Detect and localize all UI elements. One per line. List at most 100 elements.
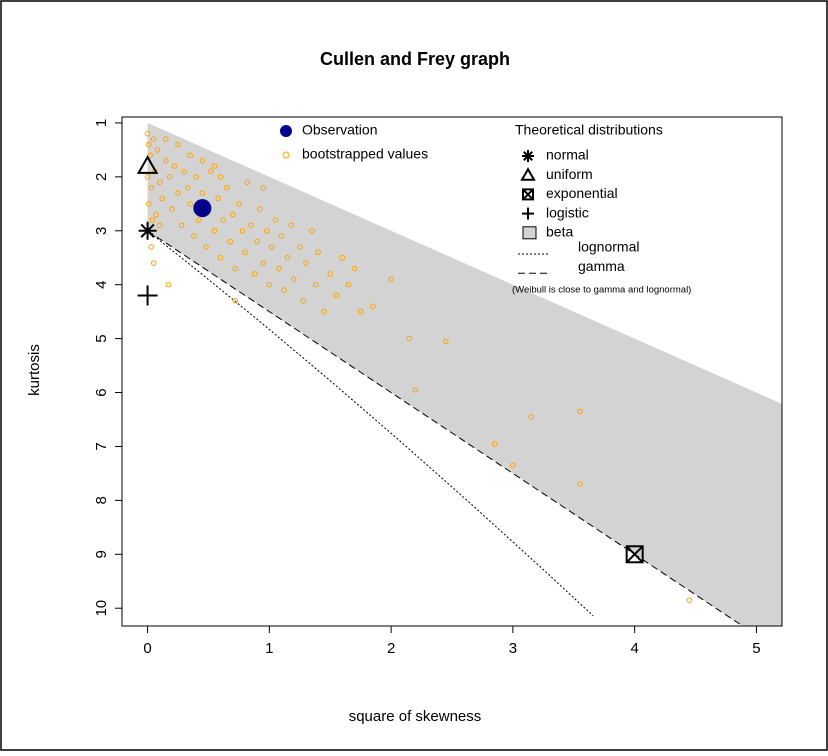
dot: [154, 147, 161, 153]
dot: [215, 195, 221, 202]
dot: [236, 201, 242, 207]
y-axis-title: kurtosis: [26, 344, 43, 396]
open-circle-marker: [315, 249, 321, 256]
dot: [208, 168, 214, 175]
dot: [159, 195, 165, 202]
dot: [156, 222, 163, 229]
y-tick-label: 2: [93, 173, 110, 181]
dot: [178, 222, 185, 229]
open-circle-marker: [232, 298, 239, 304]
open-circle-marker: [281, 287, 287, 293]
legend-title: Theoretical distributions: [515, 122, 663, 138]
open-circle-marker: [148, 184, 155, 191]
x-tick-label: 2: [387, 640, 395, 657]
y-tick-label: 3: [93, 227, 110, 235]
dot: [171, 163, 178, 169]
open-circle-marker: [577, 408, 583, 415]
triangle-marker: [520, 167, 536, 181]
legend-note: (Weibull is close to gamma and lognormal…: [512, 285, 691, 296]
dot: [230, 211, 236, 218]
open-circle-marker: [351, 265, 358, 272]
dot: [284, 254, 291, 261]
open-circle-marker: [193, 174, 200, 180]
shape: [522, 188, 534, 201]
open-circle-marker: [321, 308, 327, 315]
open-circle-marker: [223, 184, 230, 191]
shape: [136, 155, 159, 174]
dot: [406, 335, 413, 342]
dot: [443, 338, 449, 345]
open-circle-marker: [345, 281, 352, 288]
dot: [239, 227, 246, 234]
open-circle-marker: [169, 206, 175, 213]
open-circle-marker: [175, 141, 181, 148]
x-tick-label: 3: [509, 640, 517, 657]
open-circle-marker: [282, 151, 290, 159]
stroke: [523, 151, 533, 161]
open-circle-marker: [357, 308, 364, 315]
dashed-line: [147, 230, 744, 626]
open-circle-marker: [187, 152, 193, 159]
open-circle-marker: [220, 217, 226, 223]
open-circle-marker: [406, 335, 413, 342]
dot: [266, 281, 273, 288]
x-tick-label: 1: [265, 640, 273, 657]
open-circle-marker: [303, 260, 309, 266]
dot: [184, 184, 191, 191]
dot: [339, 254, 346, 261]
dot: [150, 136, 157, 142]
dot: [278, 233, 285, 239]
dot: [242, 249, 248, 256]
open-circle-marker: [528, 413, 534, 420]
dot: [147, 152, 153, 159]
dot: [187, 152, 193, 159]
dot: [149, 217, 156, 223]
dot: [153, 211, 159, 218]
open-circle-marker: [165, 281, 172, 288]
dot: [264, 227, 270, 234]
open-circle-marker: [149, 217, 156, 223]
open-circle-marker: [242, 249, 248, 256]
open-circle-marker: [148, 244, 155, 250]
dot: [187, 201, 193, 207]
y-tick-label: 8: [93, 496, 110, 504]
dot: [145, 141, 152, 148]
open-circle-marker: [147, 152, 153, 159]
dot: [296, 244, 303, 250]
dot: [256, 206, 263, 213]
dot: [254, 238, 260, 245]
open-circle-marker: [290, 276, 297, 283]
dot: [276, 265, 282, 272]
open-circle-marker: [211, 227, 218, 234]
legend: Observation bootstrapped values Theoretica…: [280, 122, 691, 296]
dot: [145, 201, 152, 207]
dot: [388, 276, 394, 283]
dot: [327, 271, 334, 277]
dot: [217, 174, 224, 180]
open-circle-marker: [232, 265, 239, 272]
dot: [321, 308, 327, 315]
open-circle-marker: [153, 211, 159, 218]
open-circle-marker: [163, 136, 169, 142]
dotted-line: [147, 230, 594, 617]
open-circle-marker: [268, 244, 275, 250]
dot: [148, 244, 155, 250]
dot: [217, 254, 224, 261]
open-circle-marker: [300, 298, 307, 304]
open-circle-marker: [254, 238, 260, 245]
open-circle-marker: [215, 195, 221, 202]
dot: [163, 157, 169, 164]
dot: [260, 184, 267, 191]
open-circle-marker: [217, 174, 224, 180]
open-circle-marker: [187, 201, 193, 207]
dot: [203, 244, 209, 250]
plus-marker: [522, 207, 534, 220]
asterisk-marker: [138, 221, 157, 240]
open-circle-marker: [276, 265, 282, 272]
dot: [370, 303, 376, 310]
plus-marker: [137, 285, 158, 306]
stroke: [140, 223, 155, 238]
open-circle-marker: [171, 163, 178, 169]
open-circle-marker: [175, 190, 181, 196]
